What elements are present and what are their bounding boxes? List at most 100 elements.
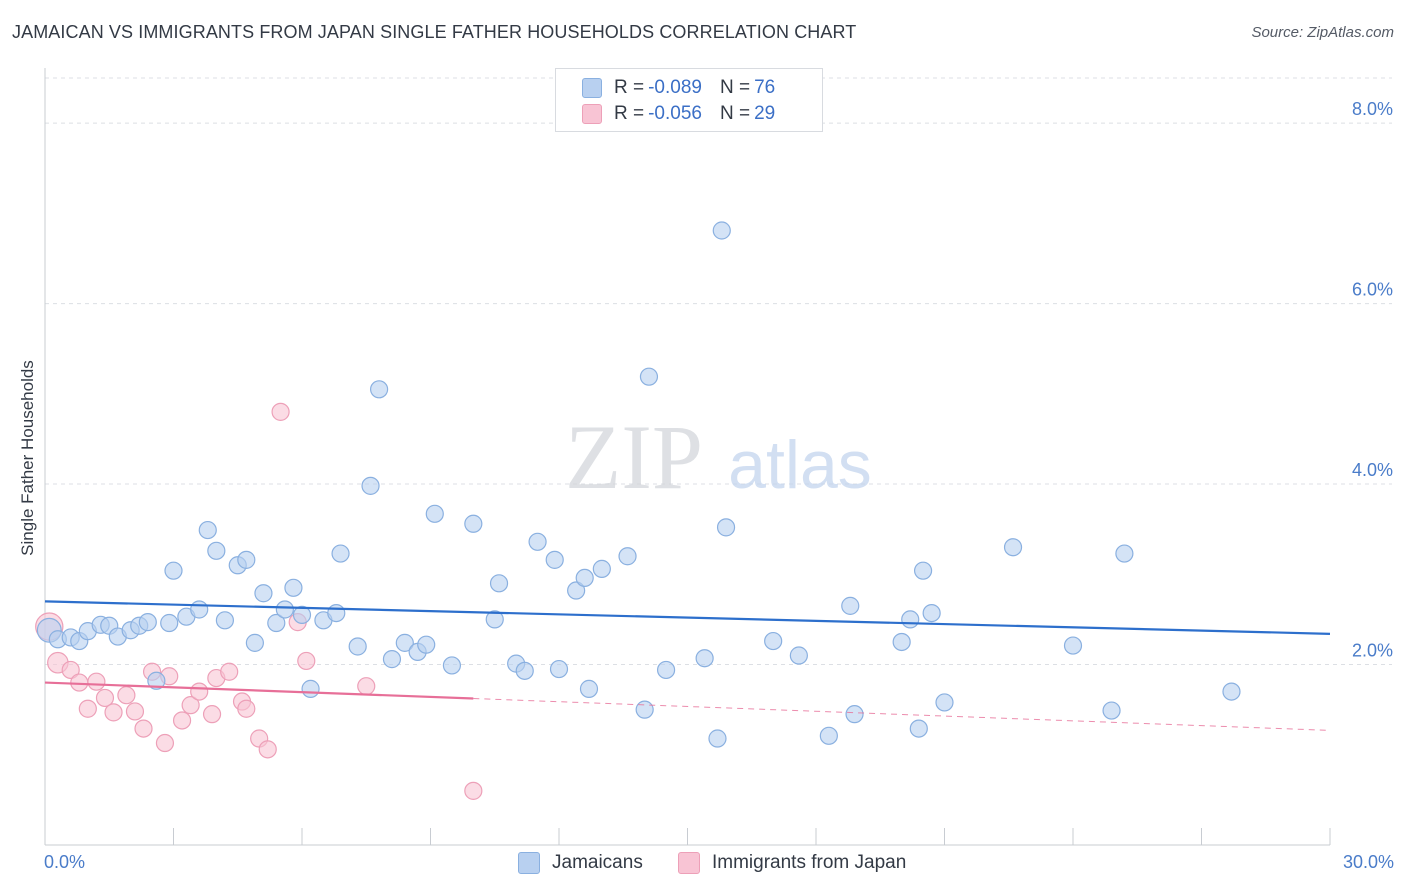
japan-point [95, 688, 115, 708]
jamaicans-point [545, 550, 564, 569]
jamaicans-point [489, 574, 509, 593]
series-legend: Jamaicans Immigrants from Japan [0, 852, 1406, 878]
jamaicans-point [635, 700, 654, 719]
japan-point [258, 740, 277, 759]
japan-point [271, 402, 290, 421]
r-label: R = [614, 77, 645, 98]
jamaicans-point [618, 547, 637, 566]
jamaicans-point [237, 550, 256, 569]
legend-item-jamaicans[interactable]: Jamaicans [518, 852, 643, 874]
japan-trend-line-extension [473, 698, 1331, 731]
jamaicans-point [331, 544, 350, 563]
japan-point [202, 705, 222, 724]
japan-point [297, 651, 316, 671]
trend-lines [44, 600, 1331, 731]
jamaicans-legend-swatch [518, 852, 540, 874]
y-tick-label: 8.0% [1352, 99, 1393, 119]
jamaicans-point [1063, 636, 1083, 655]
jamaicans-point [845, 705, 864, 724]
source-credit: Source: ZipAtlas.com [1251, 24, 1394, 41]
jamaicans-point [198, 520, 217, 540]
jamaicans-point [361, 476, 380, 495]
jamaicans-point [147, 671, 166, 690]
jamaicans-point [425, 504, 444, 523]
jamaicans-swatch [582, 78, 602, 98]
jamaicans-point [935, 693, 954, 712]
japan-point [464, 781, 483, 800]
japan-point [181, 696, 200, 715]
y-tick-label: 4.0% [1352, 460, 1393, 480]
jamaicans-point [708, 729, 727, 748]
watermark: ZIP atlas [565, 406, 872, 508]
legend-label-jamaicans: Jamaicans [552, 852, 643, 873]
r-value: -0.089 [648, 77, 702, 98]
jamaicans-point [275, 600, 294, 619]
japan-swatch [582, 104, 602, 124]
jamaicans-point [1003, 538, 1023, 557]
jamaicans-point [301, 679, 320, 698]
jamaicans-point [789, 646, 808, 665]
jamaicans-point [292, 605, 312, 625]
stats-legend: R = -0.089 N = 76 R = -0.056 N = 29 [555, 68, 823, 132]
legend-item-japan[interactable]: Immigrants from Japan [678, 852, 906, 874]
japan-point [134, 719, 153, 738]
japan-point [190, 682, 209, 701]
jamaicans-point [382, 650, 402, 669]
stats-legend-row-japan: R = -0.056 N = 29 [582, 102, 775, 126]
jamaicans-point [254, 584, 273, 603]
jamaicans-point [267, 613, 286, 633]
jamaicans-point [442, 656, 462, 675]
jamaicans-point [549, 659, 569, 679]
jamaicans-point [575, 568, 594, 588]
jamaicans-point [1102, 701, 1121, 720]
jamaicans-point [528, 532, 547, 551]
jamaicans-point [695, 649, 714, 668]
jamaicans-point [417, 635, 436, 654]
jamaicans-point [656, 660, 676, 680]
jamaicans-point [215, 611, 234, 630]
y-tick-labels: 2.0% 4.0% 6.0% 8.0% [1352, 99, 1393, 660]
japan-point [220, 662, 239, 681]
n-value: 29 [754, 103, 776, 124]
legend-label-japan: Immigrants from Japan [712, 852, 907, 873]
jamaicans-point [567, 581, 586, 600]
jamaicans-point [841, 596, 860, 615]
jamaicans-point [138, 613, 157, 632]
japan-point [237, 699, 256, 718]
watermark-zip: ZIP [565, 406, 703, 508]
y-tick-label: 2.0% [1352, 641, 1393, 661]
jamaicans-point [922, 603, 941, 623]
jamaicans-point [913, 561, 933, 580]
jamaicans-point [901, 610, 920, 629]
japan-legend-swatch [678, 852, 700, 874]
jamaicans-point [395, 633, 414, 652]
jamaicans-point [327, 603, 346, 623]
jamaicans-point [716, 518, 736, 537]
jamaicans-point [909, 719, 928, 738]
watermark-atlas: atlas [728, 427, 872, 503]
x-tick-label-min: 0.0% [44, 852, 86, 872]
jamaicans-point [164, 561, 183, 580]
jamaicans-point [348, 637, 367, 656]
jamaicans-point [464, 514, 483, 533]
japan-point [87, 672, 106, 691]
jamaicans-point [819, 726, 838, 745]
jamaicans-point [515, 661, 534, 680]
japan-point [357, 677, 376, 696]
japan-point [61, 660, 80, 680]
n-label: N = [719, 103, 751, 124]
chart-title: JAMAICAN VS IMMIGRANTS FROM JAPAN SINGLE… [12, 22, 857, 42]
axis-layer [44, 68, 1331, 846]
japan-point [125, 702, 145, 721]
jamaicans-point [284, 578, 303, 597]
japan-point [104, 703, 123, 722]
jamaicans-point [639, 367, 659, 386]
series-japan-points [35, 402, 483, 800]
r-label: R = [614, 103, 645, 124]
jamaicans-point [207, 541, 226, 560]
jamaicans-point [485, 610, 504, 629]
n-label: N = [719, 77, 751, 98]
n-value: 76 [754, 77, 776, 98]
jamaicans-point [160, 613, 179, 633]
